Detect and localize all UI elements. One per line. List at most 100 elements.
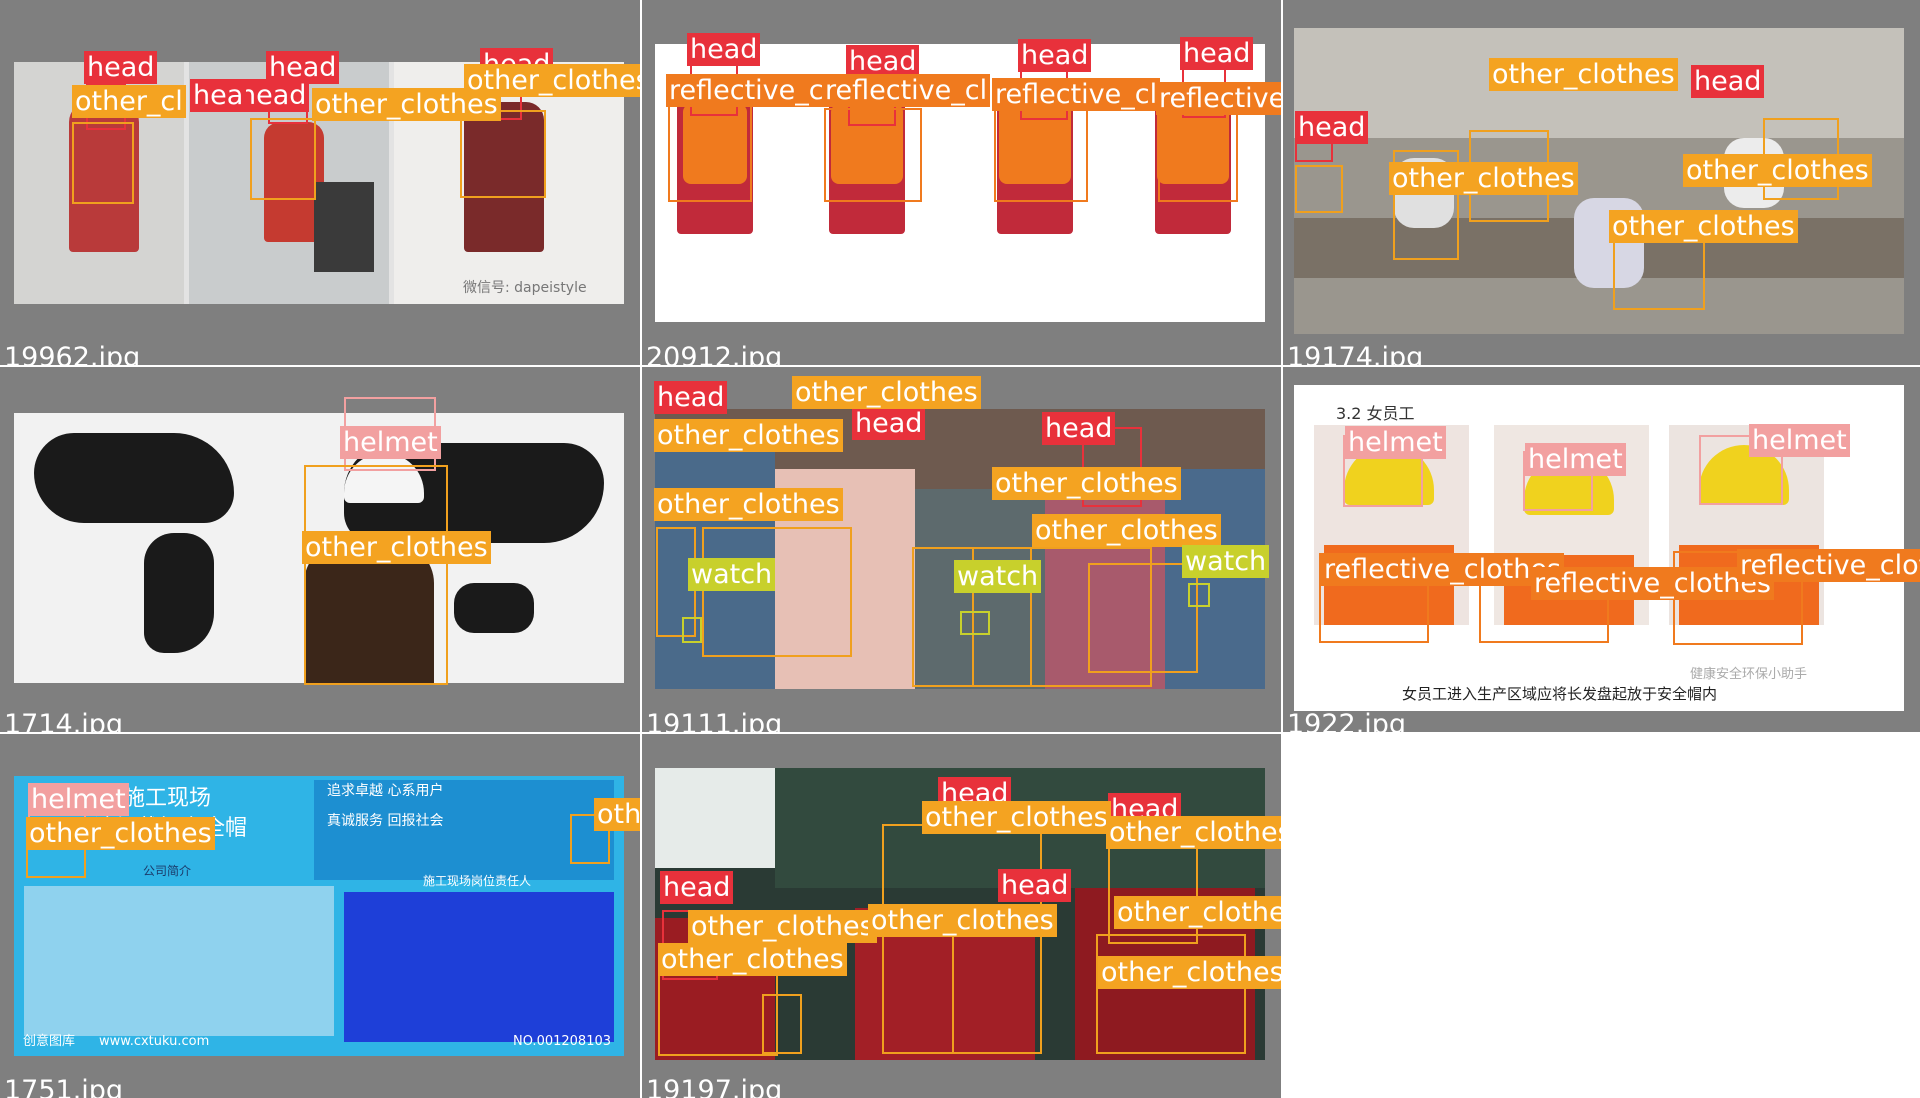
filename: 1714.jpg	[4, 709, 124, 732]
detection-watch	[1188, 583, 1210, 607]
label-helmet: helmet	[1525, 443, 1626, 476]
life-vest	[683, 104, 747, 184]
filename: 19174.jpg	[1287, 342, 1424, 365]
detection-other-clothes	[1088, 563, 1198, 673]
detection-other-clothes	[1393, 150, 1459, 260]
label-head: head	[687, 33, 761, 66]
label-reflective-clothes: reflective_	[1156, 82, 1281, 115]
label-helmet: helmet	[1749, 424, 1850, 457]
detection-other-clothes	[250, 118, 316, 200]
label-other-clothes: other_clothes	[1098, 956, 1281, 989]
label-head: head	[998, 869, 1072, 902]
map-continent	[144, 533, 214, 653]
label-helmet: helmet	[340, 426, 441, 459]
label-reflective-clothes: reflective_clothes	[1531, 567, 1775, 600]
label-helmet: helmet	[28, 783, 129, 816]
label-head: head	[266, 51, 340, 84]
label-head: head	[852, 407, 926, 440]
poster-slogan: 追求卓越 心系用户	[327, 783, 444, 799]
label-other-clothes: other_clothes	[1683, 154, 1872, 187]
label-watch: watch	[1182, 545, 1270, 578]
label-other-clothes: other_clothes	[868, 904, 1057, 937]
detection-other-clothes	[952, 934, 1042, 1054]
watermark: 健康安全环保小助手	[1690, 667, 1808, 682]
filename: 1922.jpg	[1287, 709, 1407, 732]
poster-board-title: 施工现场岗位责任人	[423, 874, 532, 888]
filename: 1751.jpg	[4, 1075, 124, 1098]
poster-board	[344, 892, 614, 1042]
label-reflective-clothes: reflective_clot	[1737, 549, 1920, 582]
detection-other-clothes	[304, 465, 448, 685]
label-other-clothes: other_clothes	[654, 488, 843, 521]
window	[655, 768, 775, 868]
label-reflective-clothes: reflective_cl	[666, 74, 835, 107]
caption-top: 3.2 女员工	[1336, 404, 1415, 423]
label-head: head	[654, 381, 728, 414]
poster-footer-logo: 创意图库	[23, 1034, 76, 1049]
filename: 20912.jpg	[646, 342, 783, 365]
label-helmet: helmet	[1345, 426, 1446, 459]
detection-other-clothes	[460, 110, 546, 198]
poster-text-block	[24, 886, 334, 1036]
filename: 19111.jpg	[646, 709, 783, 732]
tile-19174: other_clothes head head other_clothes ot…	[1283, 0, 1920, 365]
label-other-clothes: other_clothes	[26, 817, 215, 850]
poster-number: NO.001208103	[513, 1034, 612, 1049]
map-continent	[34, 433, 234, 523]
label-reflective-clothes: reflective_cl	[992, 78, 1161, 111]
tile-19962: 微信号: dapeistyle head head head head hea …	[0, 0, 640, 365]
label-watch: watch	[954, 560, 1042, 593]
label-head: head	[1180, 37, 1254, 70]
label-other-clothes: other_clothes	[594, 798, 640, 831]
label-head: head	[846, 45, 920, 78]
tile-19111: head head head other_clothes other_cloth…	[642, 367, 1281, 732]
label-reflective-clothes: reflective_cl	[822, 74, 991, 107]
tile-19197: head head head head other_clothes other_…	[642, 734, 1281, 1098]
detection-other-clothes	[702, 527, 852, 657]
map-continent	[454, 583, 534, 633]
detection-other-clothes	[1096, 934, 1246, 1054]
poster-company: 公司简介	[143, 864, 192, 878]
person-figure	[304, 543, 434, 683]
label-head: head	[1691, 65, 1765, 98]
life-vest	[999, 104, 1071, 184]
tile-1922: 3.2 女员工 女员工进入生产区域应将长发盘起放于安全帽内 健康安全环保小助手 …	[1283, 367, 1920, 732]
label-head: head	[1018, 39, 1092, 72]
label-other-clothes: other_clothes	[302, 531, 491, 564]
detection-other-clothes	[72, 122, 134, 204]
detection-watch	[682, 617, 702, 643]
detection-other-clothes	[972, 547, 1152, 687]
watermark: 微信号: dapeistyle	[463, 280, 587, 296]
label-head: head	[236, 79, 310, 112]
detection-other-clothes	[570, 814, 610, 864]
label-other-clothes: other_cl	[72, 85, 186, 118]
person-figure	[69, 102, 139, 252]
crowd-person	[1165, 469, 1265, 689]
detection-watch	[960, 611, 990, 635]
label-other-clothes: other_clothes	[1389, 162, 1578, 195]
label-head: head	[1042, 412, 1116, 445]
filename: 19197.jpg	[646, 1075, 783, 1098]
label-head: head	[1295, 111, 1369, 144]
detection-reflective-clothes	[668, 104, 752, 202]
detection-reflective-clothes	[1158, 108, 1238, 202]
label-head: head	[660, 871, 734, 904]
label-other-clothes: other_clothes	[464, 64, 640, 97]
tile-20912: head head head head reflective_cl reflec…	[642, 0, 1281, 365]
luggage	[314, 182, 374, 272]
label-other-clothes: other_clothes	[922, 801, 1111, 834]
life-vest	[831, 104, 903, 184]
label-other-clothes: other_clothes	[1032, 514, 1221, 547]
label-head: head	[84, 51, 158, 84]
label-other-clothes: other_clothes	[1106, 816, 1281, 849]
detection-reflective-clothes	[994, 108, 1088, 202]
label-other-clothes: other_clothes	[792, 376, 981, 409]
label-other-clothes: other_clothes	[992, 467, 1181, 500]
poster-panel	[314, 780, 614, 880]
poster-title: 施工现场	[123, 786, 212, 811]
caption-bottom: 女员工进入生产区域应将长发盘起放于安全帽内	[1402, 685, 1718, 703]
tile-1714: helmet other_clothes 1714.jpg	[0, 367, 640, 732]
detection-other-clothes	[1295, 165, 1343, 213]
label-other-clothes: other_clothes	[654, 419, 843, 452]
detection-reflective-clothes	[824, 108, 922, 202]
